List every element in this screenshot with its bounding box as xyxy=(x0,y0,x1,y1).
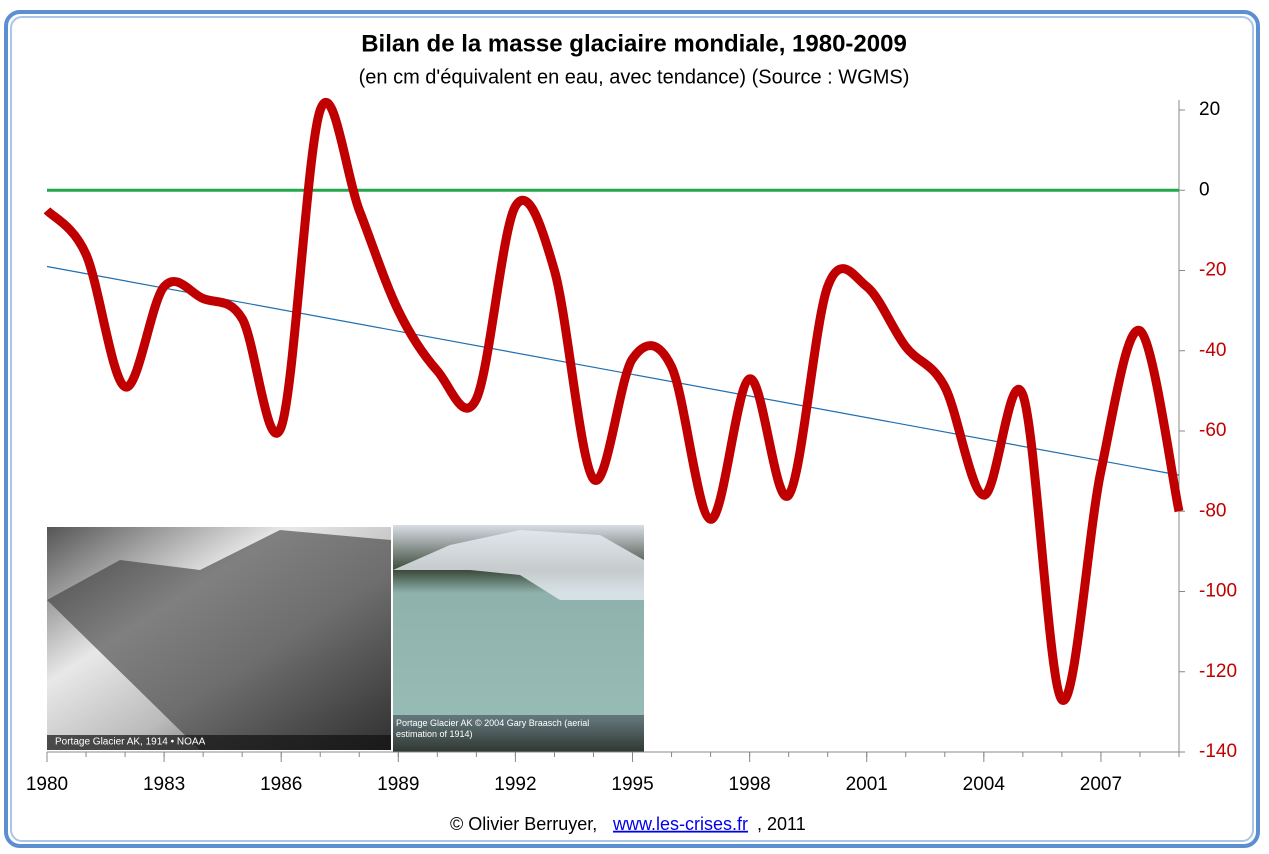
y-tick-label: -100 xyxy=(1199,581,1237,602)
x-tick-label: 1998 xyxy=(728,774,770,795)
series-line xyxy=(43,97,1184,705)
frame-inner xyxy=(10,16,1254,842)
footer-year: , 2011 xyxy=(757,814,806,834)
photo-caption-box: Portage Glacier AK © 2004 Gary Braasch (… xyxy=(396,718,590,739)
y-tick-label: -40 xyxy=(1199,340,1226,361)
chart-title: Bilan de la masse glaciaire mondiale, 19… xyxy=(361,30,907,57)
x-tick-label: 1992 xyxy=(494,774,536,795)
photo xyxy=(47,527,391,750)
y-tick-label: -140 xyxy=(1199,741,1237,762)
x-tick-label: 1986 xyxy=(260,774,302,795)
y-tick-label: 0 xyxy=(1199,179,1210,200)
y-tick-label: -20 xyxy=(1199,260,1226,281)
chart-subtitle: (en cm d'équivalent en eau, avec tendanc… xyxy=(359,66,910,88)
photo-caption: Portage Glacier AK © 2004 Gary Braasch (… xyxy=(396,718,590,739)
photo xyxy=(393,525,644,752)
x-tick-label: 1980 xyxy=(26,774,68,795)
footer-link[interactable]: www.les-crises.fr xyxy=(612,814,748,834)
footer-author: © Olivier Berruyer, xyxy=(450,814,597,834)
y-tick-label: -60 xyxy=(1199,420,1226,441)
x-tick-label: 2001 xyxy=(846,774,888,795)
photo-caption: Portage Glacier AK, 1914 • NOAA xyxy=(55,737,206,748)
trend-line xyxy=(46,265,1180,476)
y-tick-label: -80 xyxy=(1199,500,1226,521)
x-tick-label: 2007 xyxy=(1080,774,1122,795)
x-tick-label: 2004 xyxy=(963,774,1006,795)
y-tick-label: 20 xyxy=(1199,99,1220,120)
x-tick-label: 1995 xyxy=(611,774,653,795)
x-tick-label: 1989 xyxy=(377,774,419,795)
y-tick-label: -120 xyxy=(1199,661,1237,682)
x-tick-label: 1983 xyxy=(143,774,185,795)
